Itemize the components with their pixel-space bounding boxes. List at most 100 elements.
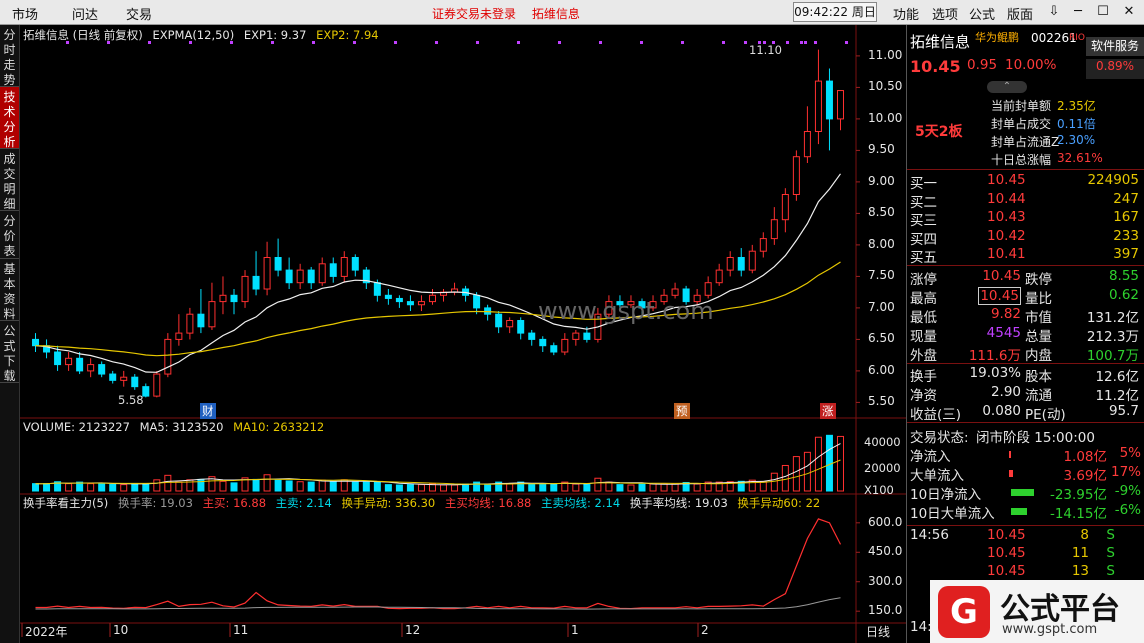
tab-intraday[interactable]: 分时走势 <box>0 25 19 87</box>
limit-up-marker[interactable]: 涨 <box>820 403 836 419</box>
candle-body <box>726 257 734 271</box>
stock-name-notice: 拓维信息 <box>531 7 580 21</box>
signal-dot <box>66 41 69 44</box>
flow-pct: -6% <box>1114 502 1141 518</box>
volume-ma10: MA10: 2633212 <box>233 420 325 434</box>
volume-bar <box>792 456 800 492</box>
tab-technical[interactable]: 技术分析 <box>0 87 19 149</box>
tab-price-table[interactable]: 分价表 <box>0 211 19 259</box>
bid-label: 买四 <box>910 231 937 248</box>
vertical-tab-bar: 分时走势 技术分析 成交明细 分价表 基本资料 公式下载 <box>0 25 20 643</box>
candle-body <box>98 364 106 375</box>
tab-formula-download[interactable]: 公式下载 <box>0 321 19 383</box>
bid-row[interactable]: 买五 10.41 397 <box>907 246 1144 266</box>
finance-marker[interactable]: 财 <box>200 403 216 419</box>
bid-label: 买一 <box>910 176 937 192</box>
price-tick-label: 6.00 <box>868 362 895 377</box>
bid-row[interactable]: 买二 10.44 247 <box>907 190 1144 211</box>
volume-bar <box>594 477 602 492</box>
stock-name: 拓维信息 <box>910 33 971 51</box>
price-tick-label: 9.50 <box>868 142 895 157</box>
volume-bar <box>131 482 139 492</box>
candle-body <box>627 301 635 306</box>
signal-dot <box>230 41 233 44</box>
menu-options[interactable]: 选项 <box>932 8 959 23</box>
volume-bar <box>87 483 95 492</box>
menu-wenda[interactable]: 问达 <box>72 8 99 23</box>
gspt-logo: G <box>938 586 990 638</box>
flow-pct: -9% <box>1114 483 1141 499</box>
volume-bar <box>726 481 734 492</box>
quote-label: 内盘 <box>1025 348 1052 364</box>
volume-bar <box>230 482 238 492</box>
flow-label: 10日大单流入 <box>910 506 995 522</box>
menu-trade[interactable]: 交易 <box>126 8 153 23</box>
high-annotation: 11.10 <box>749 43 782 57</box>
fund-value: 11.2亿 <box>1095 388 1139 404</box>
maximize-icon[interactable]: ☐ <box>1097 4 1109 19</box>
fund-label: 净资 <box>910 388 937 404</box>
tab-deals[interactable]: 成交明细 <box>0 149 19 211</box>
download-icon[interactable]: ⇩ <box>1048 4 1060 19</box>
bid-row[interactable]: 买四 10.42 233 <box>907 227 1144 248</box>
volume-bar <box>142 483 150 492</box>
candle-body <box>142 386 150 397</box>
collapse-icon[interactable]: ⌃ <box>987 81 1027 93</box>
price-tick-label: 9.00 <box>868 173 895 188</box>
turn-abnormal60: 换手异动60: 22 <box>737 496 821 510</box>
candle-body <box>616 301 624 306</box>
bid-label: 买三 <box>910 213 937 229</box>
quote-value: 10.45 <box>978 287 1021 305</box>
bid-label: 买二 <box>910 194 937 211</box>
volume-bar <box>109 483 117 492</box>
menu-formula[interactable]: 公式 <box>969 8 996 23</box>
chart-area[interactable]: 拓维信息 (日线 前复权) EXPMA(12,50) EXP1: 9.37 EX… <box>20 25 906 643</box>
tick-row[interactable]: 10.45 13 S <box>907 563 1144 582</box>
sector-button[interactable]: 软件服务 <box>1086 37 1144 56</box>
bid-volume: 233 <box>1113 227 1139 244</box>
tab-basic-info[interactable]: 基本资料 <box>0 259 19 321</box>
candle-body <box>803 131 811 158</box>
volume-bar <box>814 436 822 492</box>
candle-body <box>219 294 227 303</box>
fund-label: 股本 <box>1025 369 1052 385</box>
close-icon[interactable]: ✕ <box>1123 4 1135 19</box>
period-button[interactable]: 日线 <box>866 625 891 639</box>
quote-label: 涨停 <box>910 272 937 288</box>
menu-function[interactable]: 功能 <box>893 8 920 23</box>
turn-avg: 换手率均线: 19.03 <box>629 496 728 510</box>
forecast-marker[interactable]: 预 <box>674 403 690 419</box>
trade-login-notice[interactable]: 证券交易未登录 <box>432 7 517 21</box>
candle-body <box>32 338 40 347</box>
tick-row[interactable]: 10.45 11 S <box>907 545 1144 564</box>
menu-layout[interactable]: 版面 <box>1007 8 1034 23</box>
bid-row[interactable]: 买三 10.43 167 <box>907 209 1144 229</box>
tick-row[interactable]: 14:56 10.45 8 S <box>907 527 1144 546</box>
candle-body <box>759 238 767 252</box>
candle-body <box>781 194 789 221</box>
time-tick-label: 11 <box>233 623 249 637</box>
fund-value: 95.7 <box>1108 403 1139 419</box>
minimize-icon[interactable]: ─ <box>1074 4 1082 19</box>
main-title: 拓维信息 (日线 前复权) <box>23 28 143 42</box>
flow-value: 3.69亿 <box>1063 468 1107 484</box>
fund-label: PE(动) <box>1025 407 1066 423</box>
signal-dot <box>353 41 356 44</box>
menu-bar: 市场 问达 交易 证券交易未登录 拓维信息 09:42:22 周日 功能 选项 … <box>0 0 1144 25</box>
candle-body <box>318 263 326 284</box>
flow-value: -14.15亿 <box>1049 506 1107 522</box>
volume-bar <box>406 484 414 492</box>
bid-price: 10.44 <box>987 190 1026 207</box>
candle-body <box>671 288 679 296</box>
volume-bar <box>373 481 381 492</box>
turn-title[interactable]: 换手率看主力(5) <box>23 496 109 510</box>
menu-market[interactable]: 市场 <box>12 8 39 23</box>
indicator-name[interactable]: EXPMA(12,50) <box>152 28 235 42</box>
signal-dot <box>271 41 274 44</box>
seal-row: 封单占成交 0.11倍 <box>907 115 1144 134</box>
volume-bar <box>32 483 40 492</box>
kline-chart[interactable] <box>20 25 906 643</box>
volume-bar <box>550 483 558 492</box>
concept-tag[interactable]: 华为鲲鹏 <box>975 31 1019 44</box>
bid-row[interactable]: 买一 10.45 224905 <box>907 172 1144 192</box>
